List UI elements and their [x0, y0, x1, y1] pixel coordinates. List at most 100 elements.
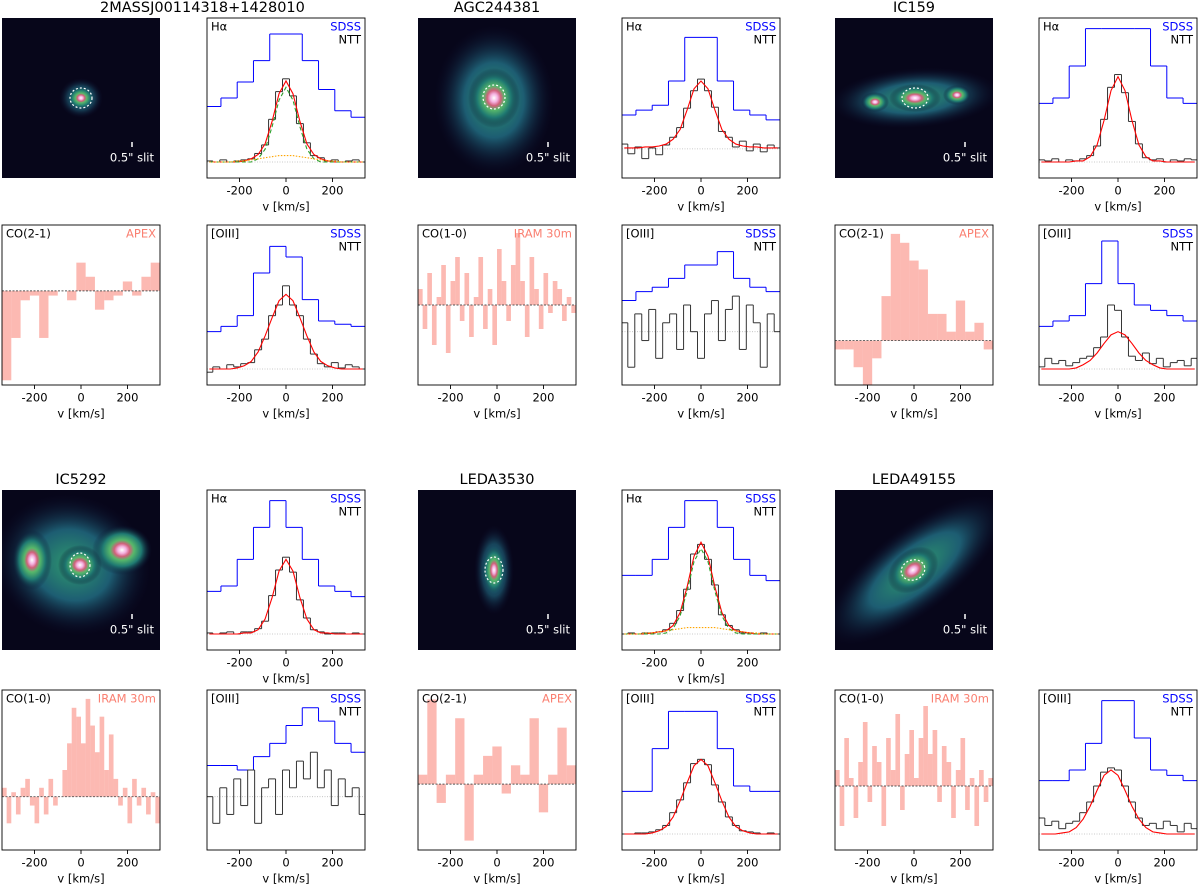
x-tick-label: 200: [321, 184, 343, 198]
x-tick-label: 0: [282, 391, 289, 405]
aperture: [900, 559, 926, 581]
co-bar: [483, 755, 493, 785]
co-bar: [62, 770, 68, 797]
plot-area: [2, 698, 160, 824]
co-bar: [858, 762, 863, 786]
galaxy-title: AGC244381: [454, 0, 540, 16]
co-bar: [132, 290, 142, 296]
line-label: CO(2-1): [422, 692, 467, 706]
co-bar: [946, 762, 952, 786]
x-axis-label: v [km/s]: [677, 200, 724, 214]
co-bar: [844, 738, 849, 786]
line-label: CO(1-0): [422, 227, 467, 241]
x-tick-label: 0: [697, 656, 704, 670]
co-bar: [501, 784, 511, 794]
line-label: Hα: [626, 20, 643, 34]
x-tick-label: 0: [493, 856, 500, 870]
x-tick-label: 0: [77, 391, 84, 405]
legend-label: SDSS: [745, 492, 776, 506]
panel: [1, 224, 161, 389]
co-bar: [900, 242, 910, 341]
co-bar: [20, 787, 26, 797]
plot-area: [418, 699, 576, 841]
co-bar: [983, 340, 993, 350]
slit-label: 0.5" slit: [526, 151, 571, 165]
x-tick-label: 0: [1114, 391, 1121, 405]
co-bar: [937, 786, 942, 802]
galaxy-title: LEDA3530: [460, 472, 535, 488]
panel: [1, 689, 161, 854]
galaxy-core: [58, 545, 102, 585]
co-bar: [835, 770, 840, 786]
panel: [621, 17, 781, 182]
x-tick-label: 0: [493, 391, 500, 405]
co-bar: [867, 786, 873, 802]
aperture: [69, 552, 91, 578]
line-label: Hα: [211, 492, 228, 506]
co-bar: [895, 714, 901, 786]
co-bar: [937, 313, 947, 341]
co-bar: [2, 290, 12, 381]
legend-label: NTT: [339, 705, 362, 719]
co-bar: [445, 305, 451, 353]
x-tick-label: 0: [910, 391, 917, 405]
co-bar: [909, 730, 914, 786]
co-bar: [988, 778, 993, 786]
line-label: Hα: [626, 492, 643, 506]
co-bar: [464, 784, 474, 841]
legend-label: NTT: [754, 705, 777, 719]
co-bar: [538, 784, 549, 813]
co-bar: [520, 774, 530, 785]
co-bar: [113, 778, 119, 797]
co-bar: [900, 786, 905, 810]
galaxy-image: 0.5" slit: [835, 18, 993, 178]
legend-label: NTT: [754, 240, 777, 254]
co-bar: [39, 290, 49, 338]
x-tick-label: 0: [77, 856, 84, 870]
x-axis-label: v [km/s]: [890, 872, 937, 886]
co-bar: [108, 734, 114, 797]
co-bar: [90, 725, 95, 797]
co-bar: [510, 765, 521, 785]
slit-label: 0.5" slit: [943, 151, 988, 165]
line-label: CO(1-0): [6, 692, 51, 706]
fit-line: [624, 547, 778, 635]
line-label: [OIII]: [211, 227, 239, 241]
co-bar: [436, 784, 446, 803]
x-tick-label: 200: [321, 391, 343, 405]
x-tick-label: -200: [437, 856, 463, 870]
co-bar: [450, 281, 456, 305]
x-tick-label: 200: [736, 391, 758, 405]
slit-label: 0.5" slit: [943, 623, 988, 637]
x-tick-label: 200: [1153, 184, 1175, 198]
x-tick-label: 200: [321, 856, 343, 870]
line-label: [OIII]: [626, 692, 654, 706]
telescope-label: IRAM 30m: [514, 227, 572, 241]
co-bar: [853, 786, 859, 818]
telescope-label: IRAM 30m: [931, 692, 989, 706]
x-axis-label: v [km/s]: [677, 672, 724, 686]
x-tick-label: -200: [854, 391, 880, 405]
legend-label: SDSS: [330, 692, 361, 706]
co-bar: [85, 276, 95, 291]
panel: [417, 689, 577, 854]
co-bar: [557, 727, 567, 785]
image-content: 0.5" slit: [2, 18, 160, 178]
x-axis-label: v [km/s]: [262, 872, 309, 886]
line-label: Hα: [1043, 20, 1060, 34]
co-bar: [909, 260, 919, 341]
panel: [1038, 689, 1198, 854]
telescope-label: APEX: [959, 227, 989, 241]
x-tick-label: -200: [641, 391, 667, 405]
co-bar: [455, 718, 465, 785]
slit-label: 0.5" slit: [110, 623, 155, 637]
co-bar: [146, 796, 151, 815]
co-bar: [483, 305, 488, 329]
co-bar: [974, 322, 984, 341]
plot-area: [207, 707, 365, 824]
x-tick-label: 0: [697, 856, 704, 870]
galaxy-image: 0.5" slit: [2, 490, 160, 650]
x-tick-label: -200: [641, 656, 667, 670]
x-tick-label: 200: [1153, 856, 1175, 870]
